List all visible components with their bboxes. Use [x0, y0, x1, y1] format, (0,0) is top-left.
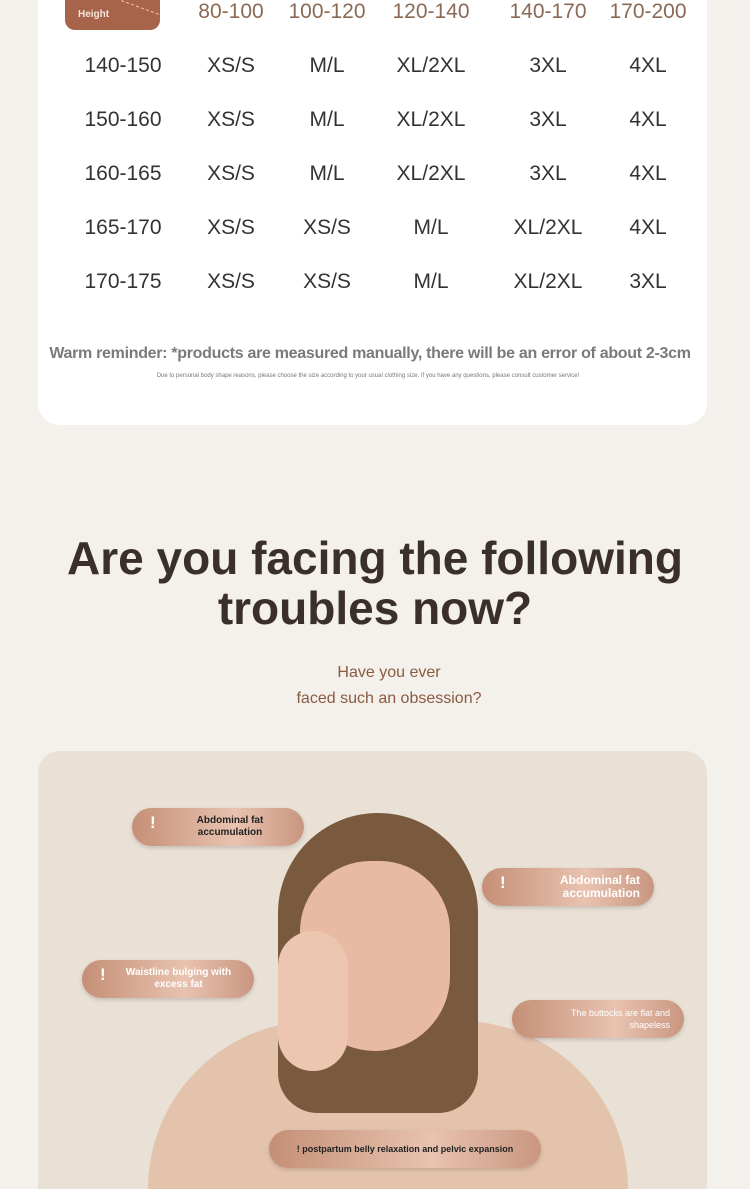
size-cell: XS/S	[207, 162, 255, 185]
subtitle-line-1: Have you ever	[337, 664, 441, 681]
section-title: Are you facing the following troubles no…	[67, 532, 683, 634]
exclamation-icon: !	[500, 873, 506, 892]
size-cell: XS/S	[207, 270, 255, 293]
size-cell: XS/S	[207, 216, 255, 239]
height-cell: 150-160	[84, 108, 162, 131]
size-cell: M/L	[309, 54, 345, 77]
size-cell: 3XL	[529, 162, 567, 185]
size-cell: XL/2XL	[513, 270, 583, 293]
size-note: Due to personal body shape reasons, plea…	[156, 373, 580, 379]
size-cell: XL/2XL	[396, 54, 466, 77]
size-cell: XL/2XL	[513, 216, 583, 239]
size-cell: 3XL	[529, 108, 567, 131]
exclamation-icon: !	[100, 965, 106, 984]
size-cell: M/L	[309, 108, 345, 131]
weight-header: 140-170	[509, 0, 587, 23]
size-cell: 3XL	[629, 270, 667, 293]
size-cell: 4XL	[629, 216, 667, 239]
height-corner-badge: Height	[65, 0, 160, 30]
height-cell: 140-150	[84, 54, 162, 77]
height-cell: 160-165	[84, 162, 162, 185]
size-cell: M/L	[309, 162, 345, 185]
subtitle-line-2: faced such an obsession?	[296, 690, 482, 707]
size-cell: XS/S	[303, 270, 351, 293]
size-cell: XL/2XL	[396, 108, 466, 131]
size-cell: M/L	[413, 270, 449, 293]
callout-abdominal-fat-2: ! Abdominal fat accumulation	[482, 868, 654, 906]
size-cell: 4XL	[629, 108, 667, 131]
size-cell: 4XL	[629, 54, 667, 77]
size-cell: XS/S	[303, 216, 351, 239]
weight-header: 170-200	[609, 0, 687, 23]
weight-header: 120-140	[392, 0, 470, 23]
size-chart-card	[38, 0, 707, 425]
callout-waistline: ! Waistline bulging with excess fat	[82, 960, 254, 998]
section-subtitle: Have you ever faced such an obsession?	[0, 660, 750, 712]
size-cell: 4XL	[629, 162, 667, 185]
warm-reminder: Warm reminder: *products are measured ma…	[49, 345, 691, 362]
model-hand	[278, 931, 348, 1071]
size-cell: XS/S	[207, 108, 255, 131]
weight-header: 80-100	[198, 0, 264, 23]
height-cell: 170-175	[84, 270, 162, 293]
callout-postpartum: ! postpartum belly relaxation and pelvic…	[269, 1130, 541, 1168]
size-cell: XL/2XL	[396, 162, 466, 185]
size-cell: XS/S	[207, 54, 255, 77]
diagonal-divider	[116, 0, 159, 15]
exclamation-icon: !	[150, 813, 156, 832]
callout-abdominal-fat: ! Abdominal fat accumulation	[132, 808, 304, 846]
size-cell: M/L	[413, 216, 449, 239]
callout-buttocks: The buttocks are flat and shapeless	[512, 1000, 684, 1038]
weight-header: 100-120	[288, 0, 366, 23]
height-label: Height	[78, 9, 110, 20]
height-cell: 165-170	[84, 216, 162, 239]
size-cell: 3XL	[529, 54, 567, 77]
